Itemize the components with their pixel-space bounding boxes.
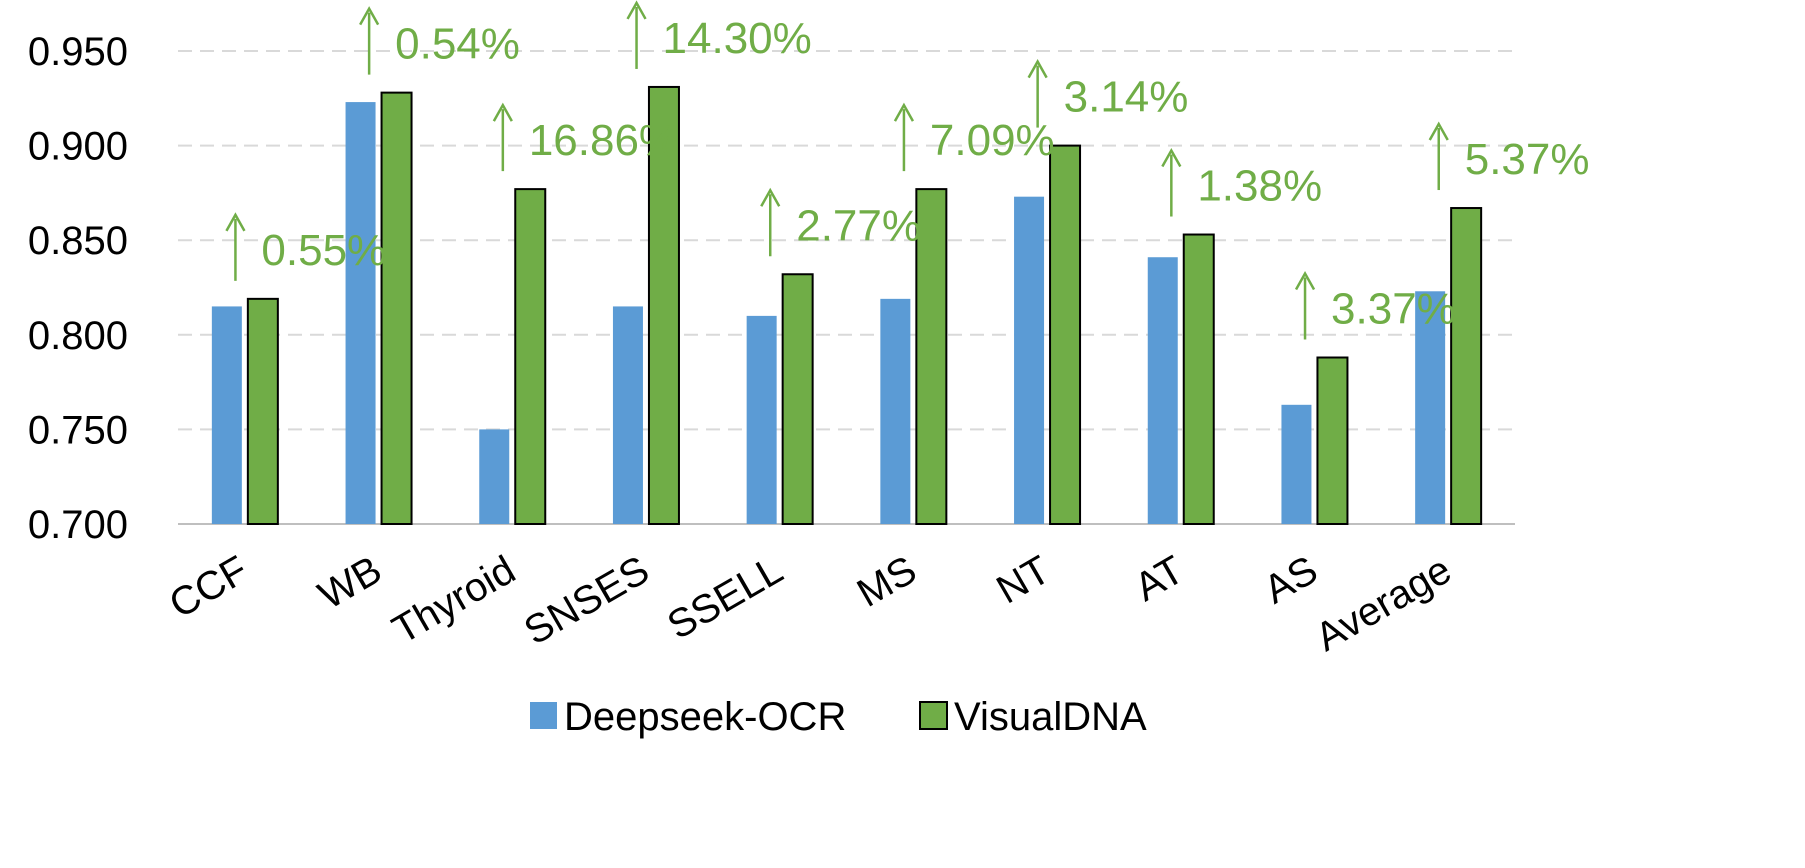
arrow-up-icon-head xyxy=(359,6,380,26)
bar-deepseek-ocr-wb xyxy=(345,102,376,525)
legend-swatch-visualdna xyxy=(919,701,948,730)
y-tick-label: 0.750 xyxy=(28,408,128,452)
legend-label-visualdna: VisualDNA xyxy=(954,695,1147,739)
bar-deepseek-ocr-average xyxy=(1415,291,1446,524)
bar-visualdna-nt xyxy=(1049,144,1082,525)
bar-visualdna-ssell xyxy=(781,273,814,526)
bar-deepseek-ocr-as xyxy=(1281,404,1312,524)
x-tick-label-wb: WB xyxy=(311,548,389,618)
x-tick-label-nt: NT xyxy=(989,548,1057,613)
bar-deepseek-ocr-ms xyxy=(880,298,911,524)
improvement-label-wb: 0.54% xyxy=(395,20,520,69)
arrow-up-icon-head xyxy=(1161,147,1182,168)
improvement-label-ssell: 2.77% xyxy=(796,201,921,250)
arrow-up-icon-head xyxy=(893,102,915,122)
x-tick-label-ssell: SSELL xyxy=(660,548,790,648)
improvement-label-thyroid: 16.86% xyxy=(529,116,678,165)
x-tick-label-ms: MS xyxy=(850,548,924,616)
bar-deepseek-ocr-ccf xyxy=(211,306,242,524)
bar-visualdna-ccf xyxy=(246,297,279,525)
arrow-up-icon-head xyxy=(492,102,513,122)
y-tick-label: 0.850 xyxy=(28,219,128,263)
x-tick-label-average: Average xyxy=(1308,548,1458,660)
y-tick-label: 0.700 xyxy=(28,503,128,547)
x-tick-label-at: AT xyxy=(1128,548,1192,610)
y-tick-label: 0.900 xyxy=(28,125,128,169)
bar-visualdna-at xyxy=(1182,233,1215,526)
bar-visualdna-snses xyxy=(647,85,680,525)
legend-swatch-deepseek-ocr xyxy=(530,702,557,729)
annotations: 0.55% 0.54%16.86% 14.30% 2.77%7.09%3.14%1.3… xyxy=(225,0,1590,340)
arrow-up-icon-head xyxy=(760,187,781,207)
improvement-label-as: 3.37% xyxy=(1331,285,1456,334)
bar-deepseek-ocr-nt xyxy=(1014,196,1045,524)
bar-deepseek-ocr-ssell xyxy=(746,315,777,524)
bar-visualdna-wb xyxy=(380,91,413,526)
bar-deepseek-ocr-thyroid xyxy=(479,429,510,524)
legend: Deepseek-OCR VisualDNA xyxy=(530,695,1147,739)
bars xyxy=(211,85,1483,526)
x-tick-label-ccf: CCF xyxy=(162,548,255,627)
arrow-up-icon-head xyxy=(626,0,647,20)
arrow-up-icon-head xyxy=(1027,59,1048,79)
improvement-label-ccf: 0.55% xyxy=(261,226,386,275)
y-tick-label: 0.800 xyxy=(28,314,128,358)
improvement-label-average: 5.37% xyxy=(1465,135,1590,184)
bar-visualdna-thyroid xyxy=(514,188,547,525)
bar-deepseek-ocr-snses xyxy=(612,306,643,524)
improvement-label-at: 1.38% xyxy=(1197,162,1322,211)
x-tick-label-thyroid: Thyroid xyxy=(385,548,523,653)
x-tick-label-snses: SNSES xyxy=(517,548,656,654)
bar-deepseek-ocr-at xyxy=(1147,257,1178,524)
arrow-up-icon-head xyxy=(1428,121,1449,141)
improvement-label-ms: 7.09% xyxy=(930,116,1055,165)
bar-visualdna-average xyxy=(1450,207,1483,525)
arrow-up-icon-head xyxy=(1294,270,1316,291)
improvement-label-nt: 3.14% xyxy=(1064,73,1189,122)
bar-visualdna-as xyxy=(1316,356,1349,525)
legend-label-deepseek-ocr: Deepseek-OCR xyxy=(564,695,846,739)
arrow-up-icon-head xyxy=(225,212,246,232)
bar-visualdna-ms xyxy=(915,188,948,525)
y-tick-label: 0.950 xyxy=(28,30,128,74)
improvement-label-snses: 14.30% xyxy=(663,14,812,63)
x-tick-label-as: AS xyxy=(1257,548,1325,613)
